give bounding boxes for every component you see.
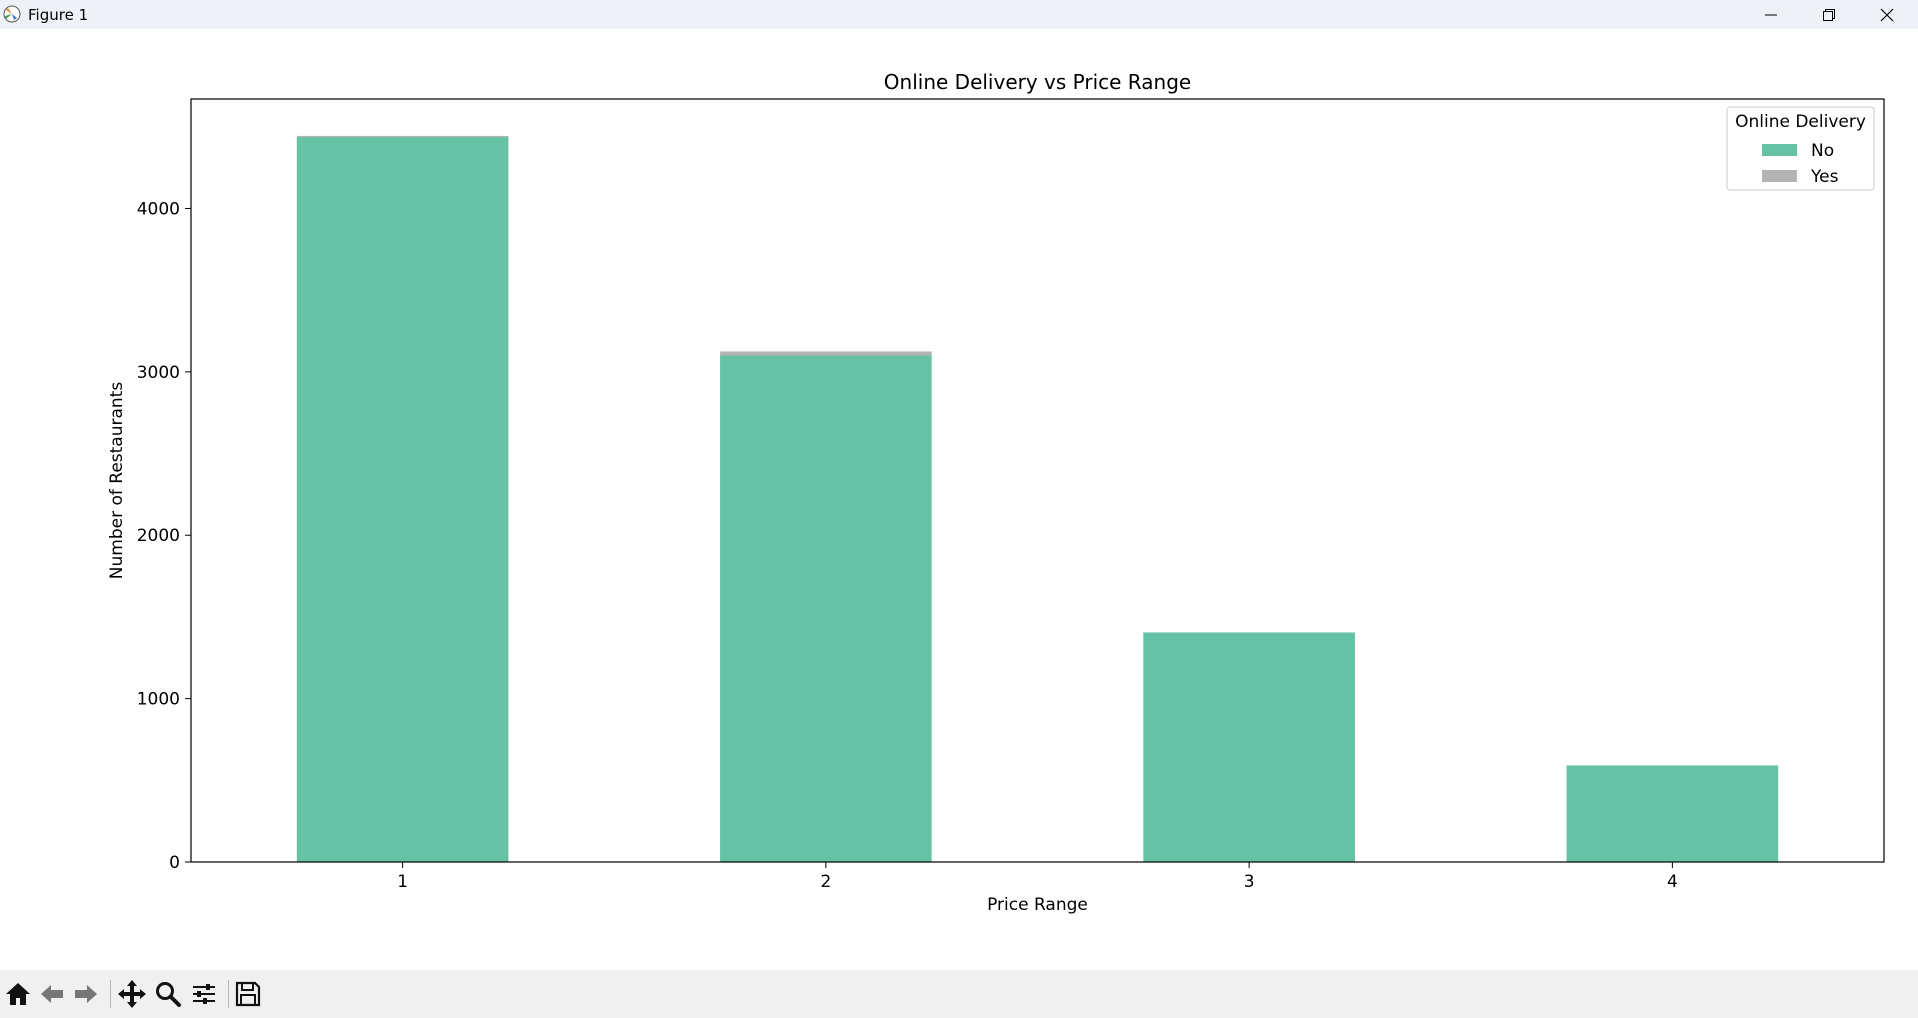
window-titlebar: Figure 1 (0, 0, 1918, 29)
y-tick-label: 3000 (137, 363, 180, 383)
bar-1-yes (296, 135, 509, 138)
bar-2-no (720, 355, 932, 862)
pan-button[interactable] (116, 978, 148, 1010)
back-icon (41, 985, 63, 1003)
y-tick-label: 4000 (137, 199, 180, 219)
y-axis-ticks: 0 1000 2000 3000 4000 (137, 199, 191, 873)
axes-frame (190, 98, 1885, 863)
forward-button[interactable] (70, 978, 102, 1010)
bar-2-yes (720, 351, 932, 356)
configure-subplots-icon (193, 984, 215, 1004)
forward-icon (75, 985, 97, 1003)
window-title: Figure 1 (28, 6, 89, 24)
minimize-icon (1765, 14, 1777, 15)
zoom-button[interactable] (152, 978, 184, 1010)
x-tick-label: 3 (1244, 872, 1255, 892)
figure-canvas: 0 1000 2000 3000 4000 1 2 3 4 Online Delivery v… (0, 29, 1918, 970)
bars-group (296, 135, 1779, 862)
legend-swatch-no (1762, 144, 1797, 156)
restore-button[interactable] (1800, 0, 1858, 29)
x-tick-label: 4 (1667, 872, 1678, 892)
legend-label-no: No (1811, 141, 1834, 161)
bar-chart: 0 1000 2000 3000 4000 1 2 3 4 Online Delivery v… (107, 70, 1885, 915)
bar-3-no (1143, 632, 1355, 862)
toolbar-separator (110, 980, 111, 1008)
legend: Online Delivery No Yes (1726, 106, 1875, 191)
home-icon (6, 983, 30, 1005)
legend-label-yes: Yes (1810, 167, 1839, 187)
home-button[interactable] (2, 978, 34, 1010)
x-tick-label: 2 (820, 872, 831, 892)
restore-icon (1823, 8, 1835, 21)
minimize-button[interactable] (1742, 0, 1800, 29)
close-icon (1880, 8, 1894, 21)
configure-subplots-button[interactable] (188, 978, 220, 1010)
y-tick-label: 1000 (137, 690, 180, 710)
x-axis-ticks: 1 2 3 4 (397, 862, 1678, 892)
close-button[interactable] (1858, 0, 1916, 29)
bar-4-no (1566, 765, 1779, 862)
navigation-toolbar (0, 970, 1918, 1018)
legend-swatch-yes (1762, 170, 1797, 182)
legend-title: Online Delivery (1735, 112, 1866, 132)
toolbar-separator (228, 980, 229, 1008)
back-button[interactable] (36, 978, 68, 1010)
chart-title: Online Delivery vs Price Range (884, 70, 1191, 94)
y-axis-label: Number of Restaurants (107, 382, 127, 580)
legend-box (1726, 106, 1875, 191)
legend-items: No Yes (1762, 141, 1839, 187)
x-tick-label: 1 (397, 872, 408, 892)
save-icon (235, 981, 261, 1007)
y-tick-label: 0 (169, 853, 180, 873)
x-axis-label: Price Range (987, 895, 1088, 915)
y-tick-label: 2000 (137, 526, 180, 546)
save-button[interactable] (232, 978, 264, 1010)
app-icon (2, 4, 22, 24)
pan-icon (118, 980, 146, 1008)
zoom-icon (156, 982, 181, 1007)
bar-1-no (296, 137, 509, 862)
